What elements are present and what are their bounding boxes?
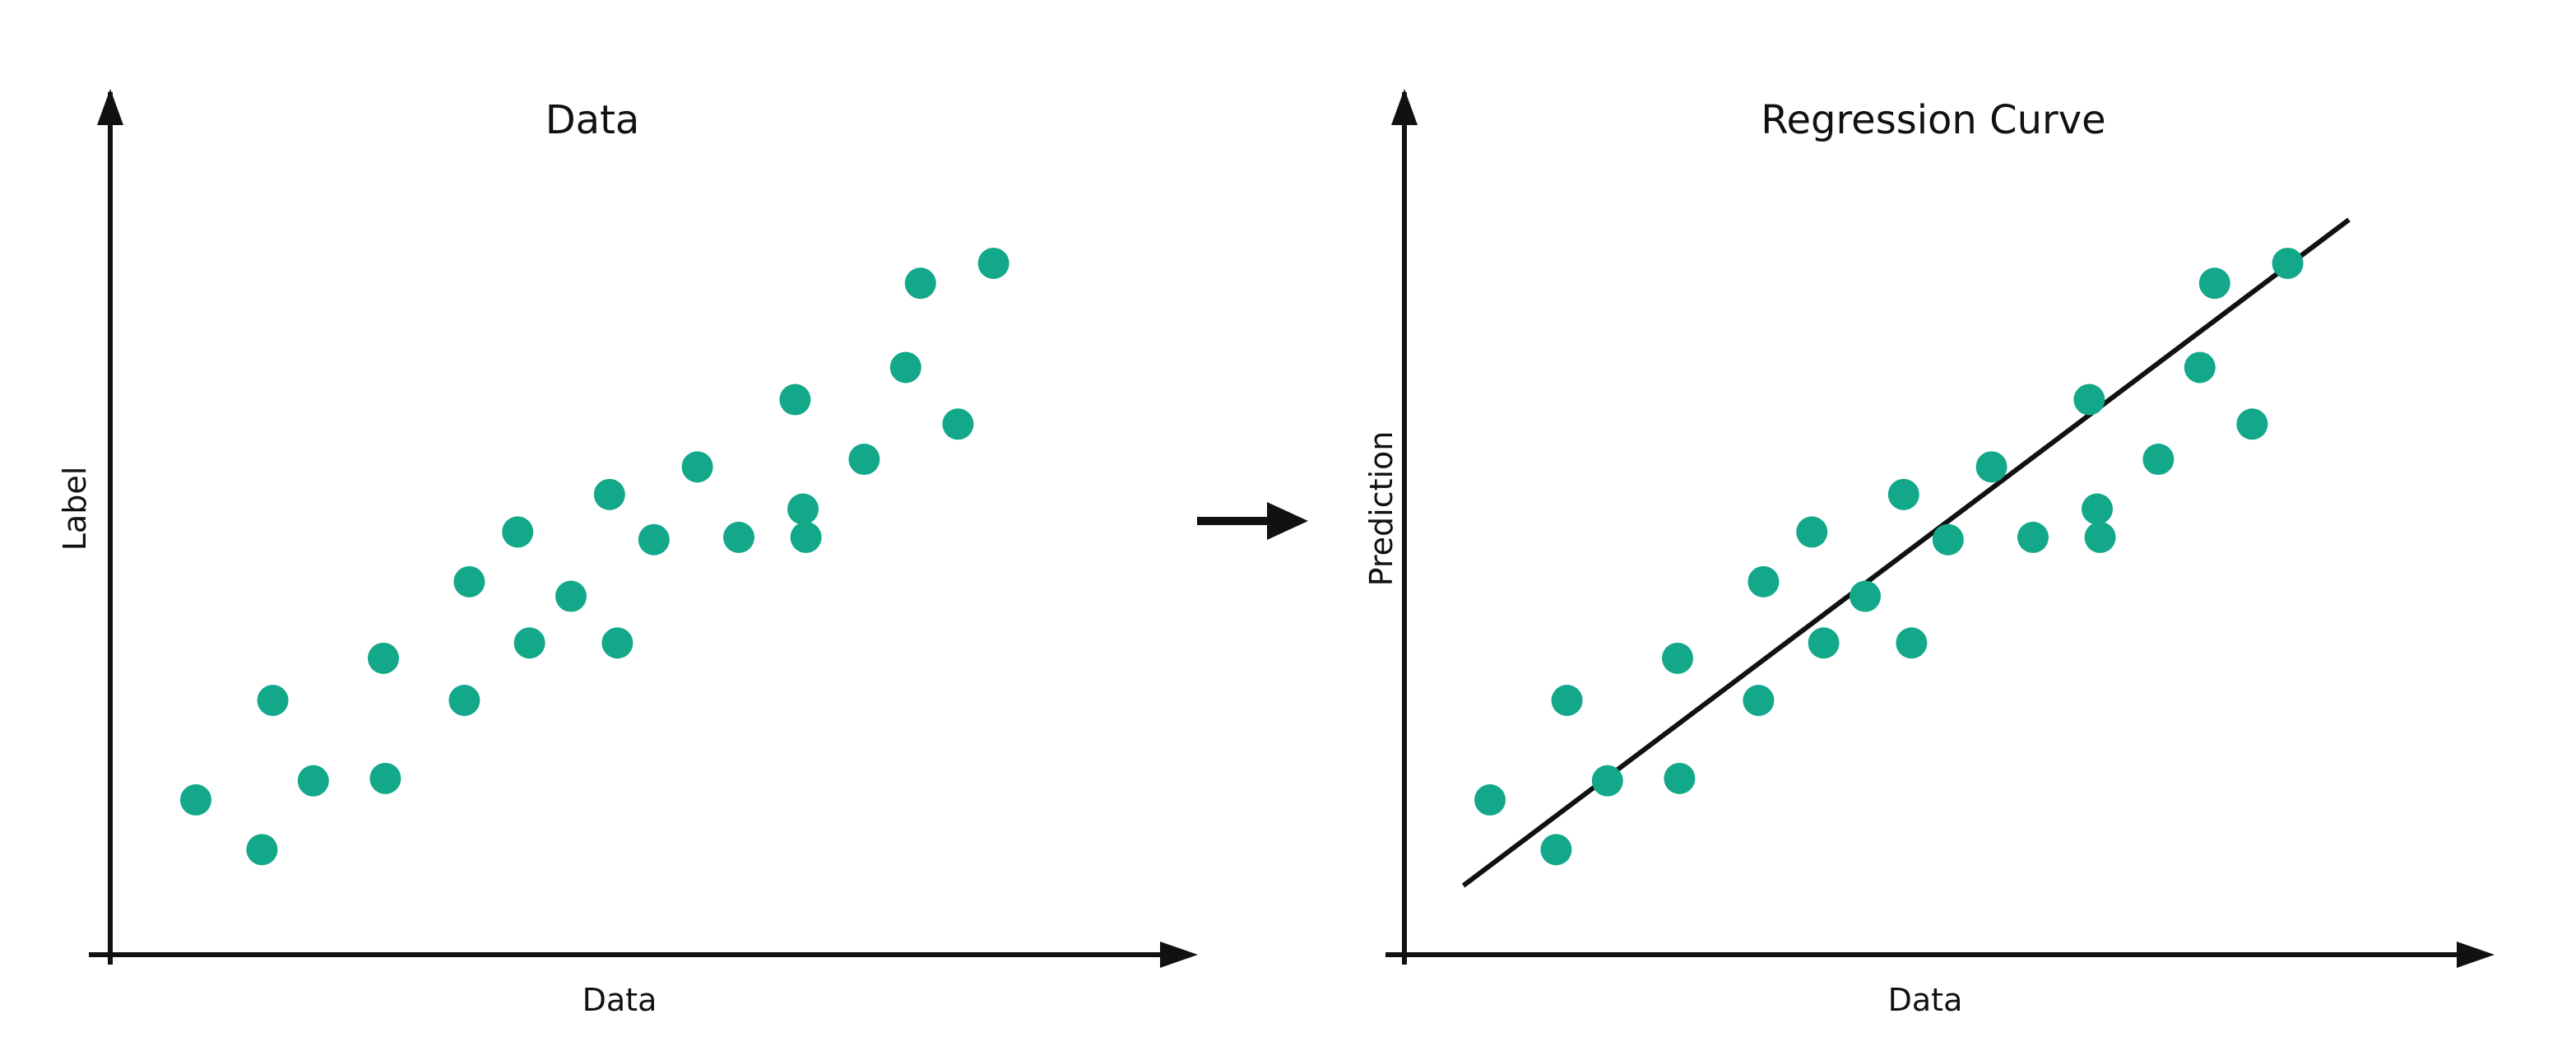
data-point <box>638 523 670 556</box>
data-point <box>1743 685 1775 716</box>
x-axis-label: Data <box>1888 982 1963 1018</box>
data-point <box>2184 351 2216 384</box>
data-point <box>1932 523 1964 556</box>
data-point <box>1664 762 1696 794</box>
data-point <box>1808 627 1840 659</box>
x-axis-arrowhead-icon <box>1160 942 1198 968</box>
data-point <box>2272 247 2304 279</box>
y-axis-label: Label <box>57 467 93 551</box>
scatter-points <box>1474 247 2304 866</box>
data-point <box>513 627 545 659</box>
data-point <box>889 351 921 384</box>
scatter-points <box>180 247 1010 866</box>
data-point <box>368 642 399 674</box>
data-point <box>555 580 587 612</box>
data-point <box>1887 478 1919 510</box>
data-point <box>2236 408 2268 440</box>
y-axis-arrowhead-icon <box>97 89 123 125</box>
y-axis-label: Prediction <box>1363 431 1399 587</box>
data-point <box>790 521 822 553</box>
data-point <box>904 267 936 300</box>
data-point <box>787 493 819 525</box>
data-point <box>1796 516 1828 548</box>
data-point <box>601 627 634 659</box>
data-point <box>2073 384 2105 416</box>
data-point <box>453 565 485 598</box>
regression-panel: Regression Curve Data Prediction <box>1363 89 2495 1018</box>
data-point <box>1975 451 2007 483</box>
data-point <box>2084 521 2116 553</box>
data-point <box>2198 267 2230 300</box>
data-point <box>681 451 713 483</box>
data-point <box>1591 765 1623 797</box>
data-point <box>1474 784 1506 816</box>
y-axis-arrowhead-icon <box>1391 89 1418 125</box>
data-point <box>723 521 754 553</box>
data-point <box>2142 444 2175 476</box>
chart-title: Data <box>545 97 640 143</box>
data-point <box>1540 834 1572 866</box>
data-point <box>1896 627 1928 659</box>
data-scatter-panel: Data Data Label <box>57 89 1198 1018</box>
data-point <box>977 247 1010 279</box>
data-point <box>779 384 811 416</box>
x-axis-arrowhead-icon <box>2457 942 2495 968</box>
data-point <box>2017 521 2049 553</box>
data-point <box>1662 642 1693 674</box>
data-point <box>2082 493 2113 525</box>
data-point <box>448 685 480 716</box>
x-axis-label: Data <box>583 982 657 1018</box>
data-point <box>1850 580 1881 612</box>
data-point <box>502 516 534 548</box>
data-point <box>848 444 880 476</box>
data-point <box>942 408 974 440</box>
data-point <box>1551 685 1583 716</box>
data-point <box>593 478 625 510</box>
right-arrow-icon <box>1197 502 1308 540</box>
data-point <box>246 834 278 866</box>
chart-title: Regression Curve <box>1761 97 2105 143</box>
data-point <box>1748 565 1780 598</box>
data-point <box>297 765 329 797</box>
data-point <box>369 762 401 794</box>
data-point <box>257 685 289 716</box>
data-point <box>180 784 211 816</box>
